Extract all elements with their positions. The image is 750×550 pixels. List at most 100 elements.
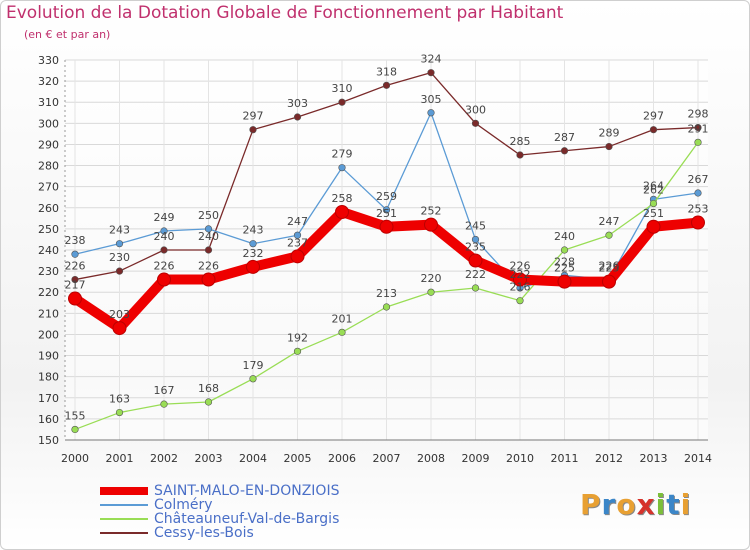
y-tick-label: 180 (38, 371, 59, 384)
data-label: 232 (243, 247, 264, 260)
brand-letter: i (680, 488, 692, 521)
data-label: 222 (465, 268, 486, 281)
data-point (112, 321, 127, 336)
y-tick-label: 330 (38, 54, 59, 67)
data-label: 291 (688, 122, 709, 135)
x-tick-label: 2002 (150, 452, 178, 465)
legend-label: Cessy-les-Bois (154, 525, 254, 541)
data-label: 251 (643, 207, 664, 220)
y-tick-label: 200 (38, 328, 59, 341)
y-tick-label: 190 (38, 350, 59, 363)
data-label: 228 (554, 255, 575, 268)
data-point (71, 425, 79, 434)
x-tick-label: 2000 (61, 452, 89, 465)
data-label: 235 (465, 241, 486, 254)
data-label: 251 (376, 207, 397, 220)
brand-letter: P (580, 488, 602, 521)
data-label: 203 (109, 308, 130, 321)
y-tick-label: 310 (38, 96, 59, 109)
data-point (115, 408, 124, 417)
chart-subtitle: (en € et par an) (24, 28, 111, 41)
data-point (560, 147, 569, 155)
data-label: 225 (599, 262, 620, 275)
data-point (338, 164, 346, 172)
data-label: 324 (421, 53, 442, 66)
data-point (557, 274, 572, 289)
data-point (204, 225, 213, 233)
data-point (249, 375, 257, 383)
data-point (560, 246, 569, 254)
data-label: 289 (599, 127, 620, 140)
brand-logo: Proxiti (580, 488, 691, 521)
data-label: 264 (643, 179, 664, 192)
brand-letter: o (616, 488, 637, 521)
data-point (204, 398, 213, 406)
data-label: 226 (154, 260, 175, 273)
brand-letter: r (601, 488, 617, 521)
x-tick-label: 2010 (506, 452, 534, 465)
data-label: 310 (332, 82, 353, 95)
data-point (471, 284, 480, 292)
data-label: 179 (243, 359, 264, 372)
y-tick-label: 210 (38, 307, 59, 320)
data-point (516, 151, 524, 159)
data-point (204, 246, 213, 254)
data-point (382, 81, 391, 89)
y-tick-label: 170 (38, 392, 59, 405)
data-point (157, 272, 171, 287)
x-tick-label: 2005 (284, 452, 312, 465)
data-label: 201 (332, 312, 353, 325)
data-point (646, 219, 661, 234)
data-label: 240 (154, 230, 175, 243)
y-tick-label: 150 (38, 434, 59, 447)
data-label: 262 (643, 184, 664, 197)
data-label: 220 (421, 272, 442, 285)
data-point (379, 219, 394, 234)
data-point (68, 291, 82, 306)
data-label: 245 (465, 219, 486, 232)
y-tick-label: 260 (38, 202, 59, 215)
data-point (468, 253, 483, 268)
data-label: 250 (198, 209, 219, 222)
data-point (382, 303, 391, 311)
data-point (293, 231, 302, 239)
legend-label: Colméry (154, 497, 213, 513)
legend-swatch (100, 532, 148, 534)
data-label: 318 (376, 65, 397, 78)
data-label: 252 (421, 205, 442, 218)
data-label: 226 (510, 260, 531, 273)
data-point (427, 288, 435, 296)
data-point (293, 113, 302, 121)
data-label: 225 (554, 262, 575, 275)
data-label: 259 (376, 190, 397, 203)
legend-label: SAINT-MALO-EN-DONZIOIS (154, 483, 340, 499)
data-label: 249 (154, 211, 175, 224)
legend-swatch (100, 487, 148, 495)
data-label: 226 (198, 260, 219, 273)
data-point (71, 275, 79, 284)
data-point (516, 297, 524, 305)
data-point (471, 119, 480, 127)
data-label: 247 (599, 215, 620, 228)
data-label: 287 (554, 131, 575, 144)
data-label: 230 (109, 251, 130, 264)
data-point (290, 249, 305, 264)
data-label: 253 (688, 203, 709, 216)
data-point (694, 138, 702, 146)
data-point (338, 98, 346, 106)
x-tick-label: 2012 (595, 452, 623, 465)
data-label: 297 (243, 110, 264, 123)
data-point (471, 235, 480, 244)
data-label: 243 (109, 224, 130, 237)
data-label: 238 (65, 234, 86, 247)
data-label: 226 (599, 260, 620, 273)
data-label: 285 (510, 135, 531, 148)
x-tick-label: 2013 (640, 452, 668, 465)
data-label: 237 (287, 236, 308, 249)
data-point (602, 274, 616, 289)
x-tick-label: 2006 (328, 452, 356, 465)
brand-letter: x (636, 488, 656, 521)
data-label: 213 (376, 287, 397, 300)
data-label: 168 (198, 382, 219, 395)
data-point (649, 126, 658, 134)
